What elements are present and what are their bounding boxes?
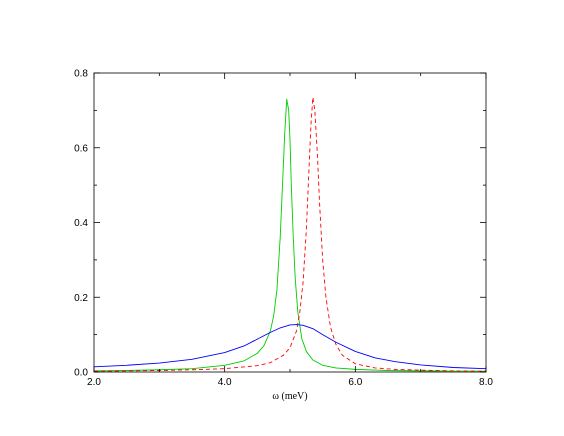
y-tick-label: 0.4 <box>74 218 88 229</box>
x-tick-label: 6.0 <box>348 377 362 388</box>
plot-frame <box>93 72 487 373</box>
y-tick-label: 0.8 <box>74 69 88 80</box>
tick-labels-layer: 2.0 4.0 6.0 8.0 0.0 0.2 0.4 0.6 0.8 <box>74 69 493 389</box>
ticks-layer <box>93 72 487 373</box>
y-tick-label: 0.0 <box>74 368 88 379</box>
series-line-3 <box>93 324 487 370</box>
y-tick-label: 0.2 <box>74 293 88 304</box>
series-line-1 <box>93 98 486 372</box>
x-tick-label: 8.0 <box>479 377 493 388</box>
series-layer <box>93 96 487 372</box>
x-tick-label: 4.0 <box>218 377 232 388</box>
y-tick-label: 0.6 <box>74 143 88 154</box>
plot-border <box>93 72 487 373</box>
x-axis-title: ω (meV) <box>272 391 307 402</box>
x-tick-label: 2.0 <box>87 377 101 388</box>
